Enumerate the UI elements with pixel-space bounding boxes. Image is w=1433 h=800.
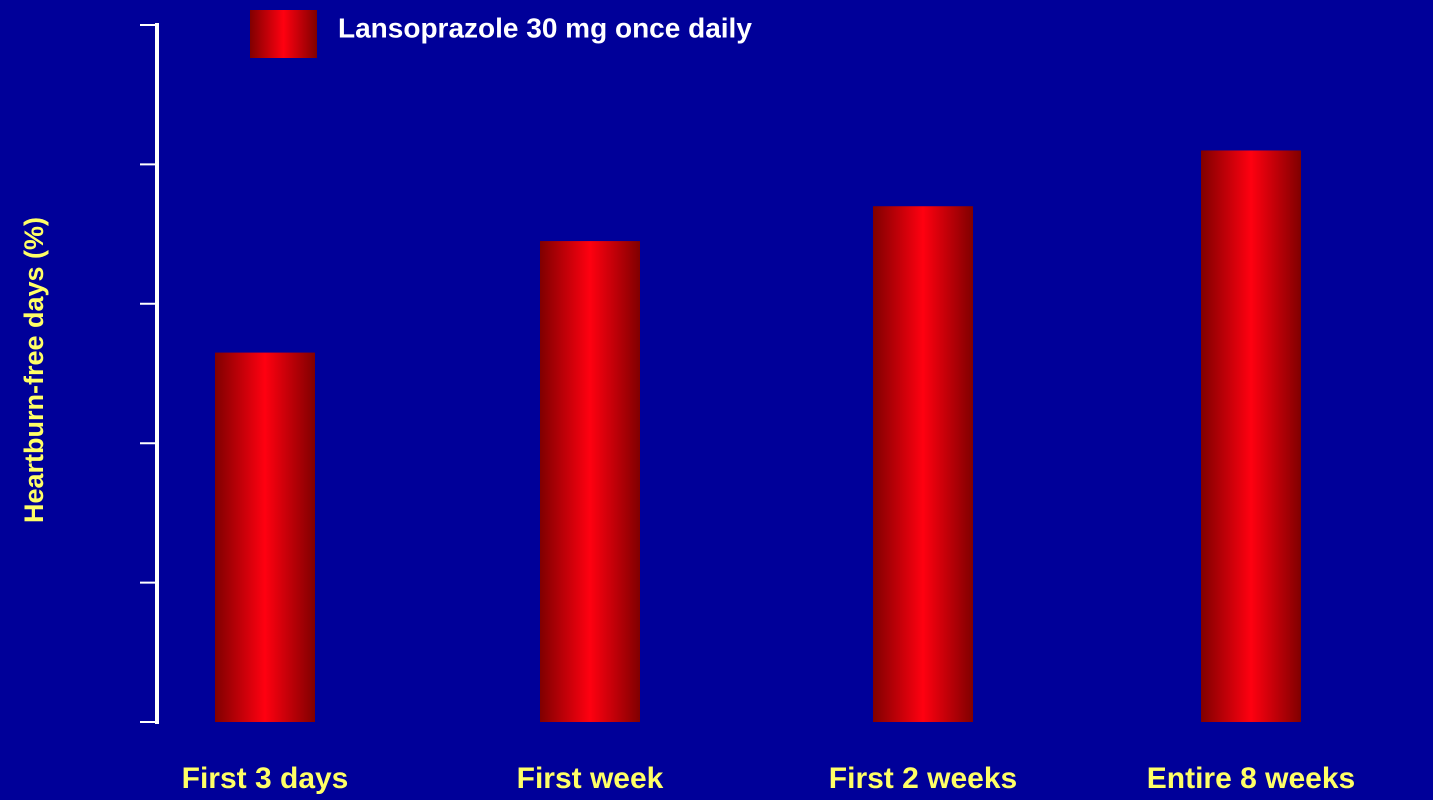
bar bbox=[1201, 150, 1301, 722]
legend-label: Lansoprazole 30 mg once daily bbox=[338, 12, 752, 43]
bar bbox=[540, 241, 640, 722]
bar bbox=[873, 206, 973, 723]
x-tick-label: First 2 weeks bbox=[829, 762, 1017, 795]
x-tick-label: First week bbox=[517, 762, 664, 795]
bar bbox=[215, 352, 315, 722]
y-axis-label: Heartburn-free days (%) bbox=[19, 217, 49, 523]
x-tick-label: First 3 days bbox=[182, 762, 349, 795]
legend-swatch bbox=[250, 10, 317, 58]
x-tick-label: Entire 8 weeks bbox=[1147, 762, 1355, 795]
